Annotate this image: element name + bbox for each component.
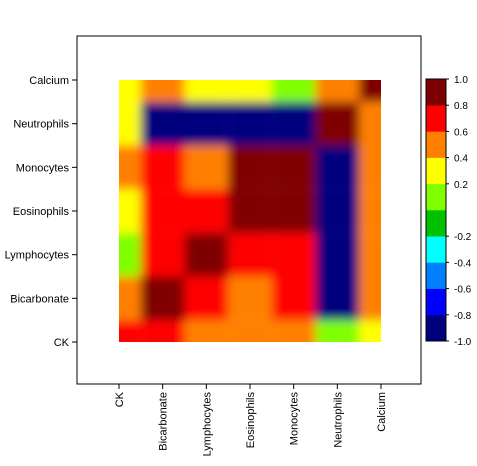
- colorbar: 1.0 0.8 0.6 0.4 0.2 -0.2 -0.4 -0.6 -0.8 -1.0: [425, 75, 472, 348]
- x-tick-label: Lymphocytes: [201, 392, 213, 457]
- heatmap-cell-neutrophils-neutrophils: [315, 101, 360, 146]
- heatmap-cell-bicarbonate-monocytes: [140, 145, 185, 190]
- heatmap-cell-monocytes-lymphocytes: [271, 232, 316, 277]
- y-tick-label: CK: [54, 337, 70, 349]
- heatmap-cell-monocytes-ck: [271, 320, 316, 342]
- heatmap-cell-monocytes-bicarbonate: [271, 276, 316, 321]
- x-tick-label: Bicarbonate: [158, 392, 170, 451]
- heatmap-cell-eosinophils-monocytes: [228, 145, 272, 190]
- heatmap-cell-neutrophils-bicarbonate: [315, 276, 360, 321]
- colorbar-segment: [426, 79, 446, 106]
- heatmap-cell-bicarbonate-calcium: [140, 80, 185, 102]
- heatmap-cell-ck-neutrophils: [119, 101, 141, 146]
- heatmap-cell-bicarbonate-eosinophils: [140, 189, 185, 233]
- heatmap-cell-neutrophils-ck: [315, 320, 360, 342]
- heatmap-cell-eosinophils-eosinophils: [228, 189, 272, 233]
- heatmap-cell-monocytes-neutrophils: [271, 101, 316, 146]
- colorbar-segment: [426, 314, 446, 342]
- colorbar-tick-label: 0.2: [454, 180, 468, 191]
- heatmap-cell-monocytes-calcium: [271, 80, 316, 102]
- heatmap-cell-calcium-bicarbonate: [359, 276, 381, 321]
- colorbar-segment: [426, 236, 446, 263]
- heatmap-cell-monocytes-monocytes: [271, 145, 316, 190]
- colorbar-tick-label: -0.6: [454, 285, 472, 296]
- heatmap-cell-eosinophils-neutrophils: [228, 101, 272, 146]
- colorbar-segment: [426, 288, 446, 316]
- colorbar-tick-label: -0.8: [454, 311, 472, 322]
- heatmap-cell-monocytes-eosinophils: [271, 189, 316, 233]
- colorbar-segment: [426, 262, 446, 289]
- x-tick-label: CK: [114, 391, 126, 407]
- heatmap-cell-bicarbonate-neutrophils: [140, 101, 185, 146]
- heatmap-cell-lymphocytes-monocytes: [184, 145, 229, 190]
- heatmap-cell-ck-lymphocytes: [119, 232, 141, 277]
- heatmap-cell-calcium-calcium: [359, 80, 381, 102]
- colorbar-tick-label: 0.6: [454, 127, 468, 138]
- colorbar-segment: [426, 105, 446, 132]
- y-tick-label: Eosinophils: [13, 206, 70, 218]
- heatmap-cell-ck-ck: [119, 320, 141, 342]
- heatmap-cell-lymphocytes-ck: [184, 320, 229, 342]
- colorbar-tick-label: 0.8: [454, 101, 468, 112]
- y-tick-label: Neutrophils: [13, 119, 69, 131]
- y-tick-label: Monocytes: [16, 162, 70, 174]
- colorbar-tick-label: -0.4: [454, 258, 472, 269]
- heatmap-cell-eosinophils-bicarbonate: [228, 276, 272, 321]
- heatmap-cell-bicarbonate-ck: [140, 320, 185, 342]
- x-tick-label: Calcium: [376, 392, 388, 432]
- heatmap-cell-lymphocytes-lymphocytes: [184, 232, 229, 277]
- x-tick-label: Monocytes: [289, 392, 301, 446]
- heatmap-cell-ck-bicarbonate: [119, 276, 141, 321]
- heatmap-cell-neutrophils-monocytes: [315, 145, 360, 190]
- heatmap-cell-ck-eosinophils: [119, 189, 141, 233]
- colorbar-tick-label: 1.0: [454, 75, 468, 86]
- colorbar-segment: [426, 157, 446, 185]
- heatmap-cell-calcium-ck: [359, 320, 381, 342]
- colorbar-segment: [426, 131, 446, 158]
- y-tick-label: Bicarbonate: [10, 293, 69, 305]
- heatmap-cell-eosinophils-calcium: [228, 80, 272, 102]
- y-tick-label: Calcium: [29, 75, 69, 87]
- y-tick-label: Lymphocytes: [5, 250, 70, 262]
- heatmap-cell-calcium-eosinophils: [359, 189, 381, 233]
- heatmap-cell-eosinophils-ck: [228, 320, 272, 342]
- heatmap-cell-ck-calcium: [119, 80, 141, 102]
- heatmap-cell-neutrophils-lymphocytes: [315, 232, 360, 277]
- x-axis: CK Bicarbonate Lymphocytes Eosinophils Monoc…: [114, 384, 388, 456]
- colorbar-segment: [426, 210, 446, 237]
- heatmap-cell-ck-monocytes: [119, 145, 141, 190]
- colorbar-tick-label: 0.4: [454, 154, 468, 165]
- heatmap-cell-lymphocytes-neutrophils: [184, 101, 229, 146]
- heatmap-cell-calcium-lymphocytes: [359, 232, 381, 277]
- y-axis: CK Bicarbonate Lymphocytes Eosinophils Monoc…: [5, 75, 77, 349]
- heatmap-cell-calcium-neutrophils: [359, 101, 381, 146]
- heatmap-area: [119, 80, 381, 342]
- colorbar-tick-label: -1.0: [454, 337, 472, 348]
- heatmap-cell-bicarbonate-bicarbonate: [140, 276, 185, 321]
- heatmap-cell-bicarbonate-lymphocytes: [140, 232, 185, 277]
- colorbar-frame: [425, 78, 447, 342]
- heatmap-cell-lymphocytes-bicarbonate: [184, 276, 229, 321]
- heatmap-cell-lymphocytes-eosinophils: [184, 189, 229, 233]
- colorbar-segment: [426, 183, 446, 211]
- x-tick-label: Eosinophils: [245, 392, 257, 449]
- heatmap-cell-calcium-monocytes: [359, 145, 381, 190]
- heatmap-cell-eosinophils-lymphocytes: [228, 232, 272, 277]
- heatmap-cell-neutrophils-calcium: [315, 80, 360, 102]
- colorbar-tick-label: -0.2: [454, 232, 472, 243]
- x-tick-label: Neutrophils: [332, 392, 344, 448]
- heatmap-cell-neutrophils-eosinophils: [315, 189, 360, 233]
- heatmap-cell-lymphocytes-calcium: [184, 80, 229, 102]
